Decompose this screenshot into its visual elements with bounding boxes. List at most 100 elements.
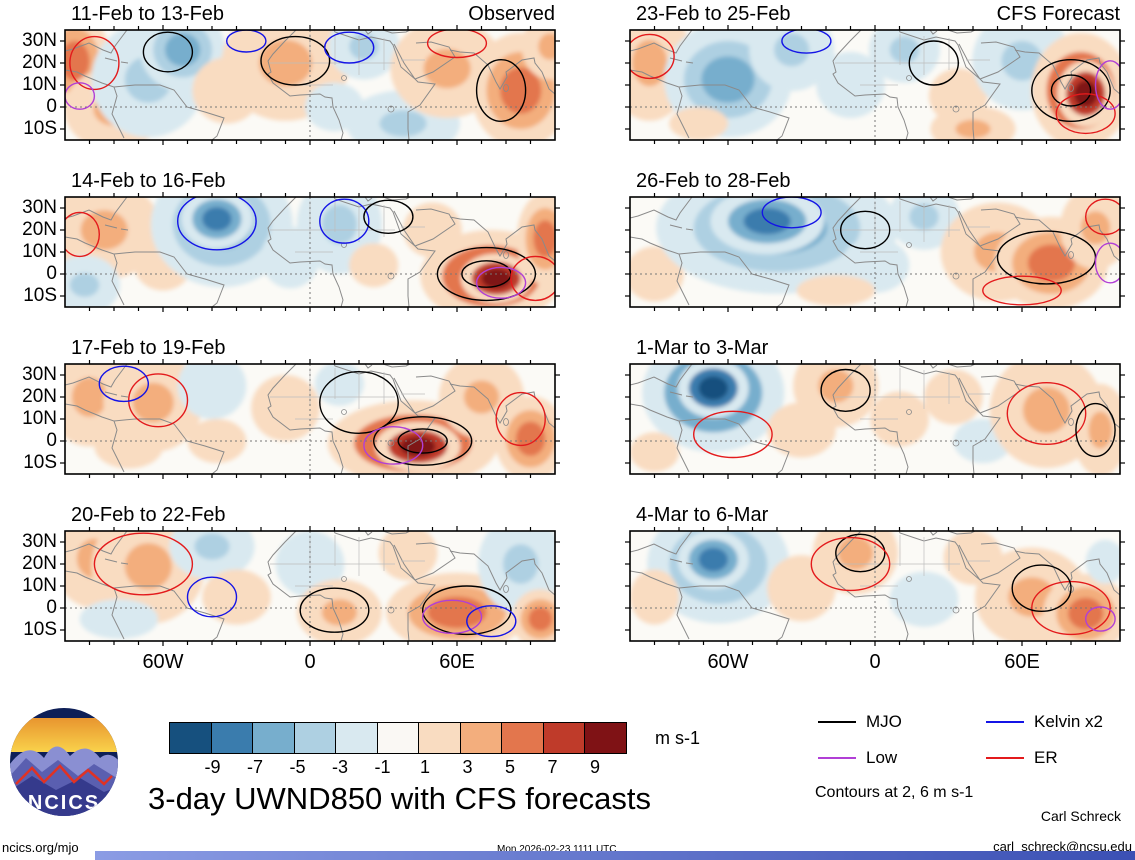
- colorbar-tick-label: -1: [374, 757, 391, 777]
- map-plot: [625, 524, 1125, 651]
- colorbar-box: [418, 722, 461, 754]
- lat-tick-label: 10S: [23, 452, 57, 473]
- colorbar-tick-label: 9: [589, 757, 600, 777]
- colorbar-box: [459, 722, 502, 754]
- legend-label: ER: [1034, 748, 1058, 767]
- map-panel-11-feb-to-13-feb: 11-Feb to 13-Feb Observed: [60, 3, 560, 147]
- lon-tick-label: 60E: [1004, 651, 1040, 673]
- legend-item: ER: [986, 748, 1123, 768]
- colorbar: [169, 722, 627, 754]
- lat-tick-label: 0: [46, 430, 57, 451]
- lat-tick-label: 30N: [22, 364, 57, 385]
- legend-line-swatch: [986, 757, 1024, 759]
- lon-tick-label: 0: [304, 651, 316, 673]
- lat-tick-label: 20N: [22, 52, 57, 73]
- lat-tick-label: 10S: [23, 285, 57, 306]
- colorbar-box: [169, 722, 212, 754]
- colorbar-tick-label: -7: [246, 757, 263, 777]
- lat-tick-label: 30N: [22, 531, 57, 552]
- legend-item: Low: [818, 748, 986, 768]
- colorbar-tick-label: -5: [289, 757, 306, 777]
- footer-url: ncics.org/mjo: [2, 840, 79, 855]
- lon-tick-label: 60E: [439, 651, 475, 673]
- panel-title: 1-Mar to 3-Mar: [636, 337, 769, 359]
- lon-tick-label: 0: [869, 651, 881, 673]
- figure-title: 3-day UWND850 with CFS forecasts: [148, 781, 652, 816]
- lon-tick-label: 60W: [707, 651, 749, 673]
- map-panel-17-feb-to-19-feb: 17-Feb to 19-Feb: [60, 337, 560, 481]
- legend-line-swatch: [818, 757, 856, 759]
- logo-text: NCICS: [28, 792, 100, 814]
- map-panel-4-mar-to-6-mar: 4-Mar to 6-Mar: [625, 504, 1125, 648]
- panel-corner-label: Observed: [468, 3, 555, 25]
- lat-tick-label: 20N: [22, 553, 57, 574]
- footer-bar: [95, 851, 1135, 860]
- colorbar-tick-label: -9: [204, 757, 221, 777]
- legend-label: MJO: [866, 712, 902, 731]
- map-plot: [60, 524, 560, 651]
- colorbar-box: [252, 722, 295, 754]
- map-plot: [60, 23, 560, 150]
- map-panel-26-feb-to-28-feb: 26-Feb to 28-Feb: [625, 170, 1125, 314]
- credit-text: Carl Schreck: [1040, 808, 1121, 824]
- map-panel-20-feb-to-22-feb: 20-Feb to 22-Feb: [60, 504, 560, 648]
- footer-email: carl_schreck@ncsu.edu: [993, 839, 1132, 854]
- colorbar-tick-labels: -9 -7 -5 -3 -1 1 3 5 7 9: [170, 757, 640, 779]
- legend-label: Low: [866, 748, 898, 767]
- lat-tick-label: 10N: [22, 241, 57, 262]
- panel-title: 14-Feb to 16-Feb: [71, 170, 226, 192]
- ncics-logo: NCICS: [10, 708, 118, 816]
- panel-title: 26-Feb to 28-Feb: [636, 170, 791, 192]
- colorbar-box: [376, 722, 419, 754]
- footer-timestamp: Mon 2026-02-23 1111 UTC: [497, 844, 617, 855]
- logo-mountains-front: [10, 776, 118, 816]
- colorbar-units: m s-1: [655, 728, 700, 748]
- colorbar-box: [210, 722, 253, 754]
- colorbar-tick-label: 7: [547, 757, 558, 777]
- colorbar-box: [293, 722, 336, 754]
- colorbar-box: [501, 722, 544, 754]
- legend-line-swatch: [986, 721, 1024, 723]
- lat-tick-label: 30N: [22, 197, 57, 218]
- colorbar-box: [584, 722, 627, 754]
- legend-line-swatch: [818, 721, 856, 723]
- lat-tick-label: 10S: [23, 118, 57, 139]
- legend-label: Kelvin x2: [1034, 712, 1103, 731]
- colorbar-tick-label: 1: [419, 757, 430, 777]
- logo-sky: [10, 718, 118, 752]
- lat-tick-label: 0: [46, 96, 57, 117]
- panel-title: 23-Feb to 25-Feb: [636, 3, 791, 25]
- panel-title: 4-Mar to 6-Mar: [636, 504, 769, 526]
- colorbar-tick-label: 3: [462, 757, 473, 777]
- colorbar-box: [542, 722, 585, 754]
- panel-title: 11-Feb to 13-Feb: [71, 3, 225, 25]
- lat-tick-label: 10S: [23, 619, 57, 640]
- lat-tick-label: 10N: [22, 575, 57, 596]
- map-plot: [625, 357, 1125, 484]
- colorbar-tick-label: -3: [331, 757, 348, 777]
- logo-zigzag-line: [15, 764, 113, 786]
- legend-note: Contours at 2, 6 m s-1: [815, 784, 974, 801]
- map-plot: [60, 190, 560, 317]
- legend-item: Kelvin x2: [986, 712, 1123, 732]
- lat-tick-label: 30N: [22, 30, 57, 51]
- lat-tick-label: 20N: [22, 219, 57, 240]
- lat-tick-label: 20N: [22, 386, 57, 407]
- lat-tick-label: 10N: [22, 408, 57, 429]
- map-panel-14-feb-to-16-feb: 14-Feb to 16-Feb: [60, 170, 560, 314]
- map-plot: [625, 190, 1125, 317]
- map-plot: [60, 357, 560, 484]
- colorbar-tick-label: 5: [504, 757, 515, 777]
- lat-tick-label: 10N: [22, 74, 57, 95]
- lon-tick-label: 60W: [142, 651, 184, 673]
- legend-item: MJO: [818, 712, 986, 732]
- map-panel-23-feb-to-25-feb: 23-Feb to 25-Feb CFS Forecast: [625, 3, 1125, 147]
- map-panel-1-mar-to-3-mar: 1-Mar to 3-Mar: [625, 337, 1125, 481]
- panel-title: 20-Feb to 22-Feb: [71, 504, 226, 526]
- lat-tick-label: 0: [46, 263, 57, 284]
- map-plot: [625, 23, 1125, 150]
- lat-tick-label: 0: [46, 597, 57, 618]
- panel-title: 17-Feb to 19-Feb: [71, 337, 226, 359]
- colorbar-box: [335, 722, 378, 754]
